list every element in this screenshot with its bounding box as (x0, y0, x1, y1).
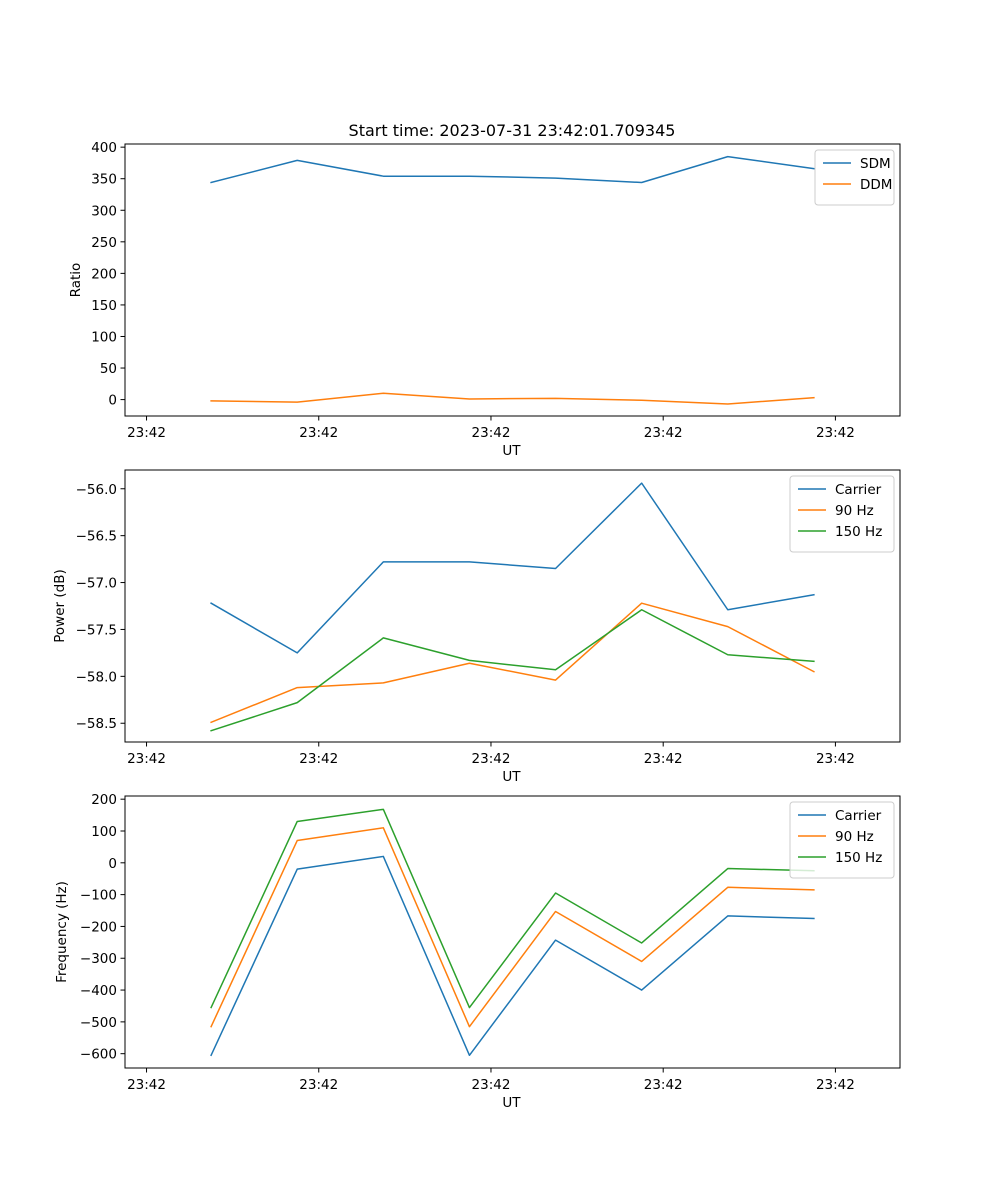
ratio-y-tick-label: 250 (91, 235, 117, 251)
frequency-y-axis-label: Frequency (Hz) (54, 881, 70, 983)
ratio-x-tick-label: 23:42 (816, 425, 855, 441)
frequency-series-150-hz-line (210, 808, 815, 1009)
power-x-axis-label: UT (502, 769, 521, 785)
power-x-tick-label: 23:42 (299, 751, 338, 767)
power-legend-150-hz-label: 150 Hz (835, 524, 882, 540)
ratio-x-tick-label: 23:42 (472, 425, 511, 441)
power-axes-frame (124, 469, 901, 743)
ratio-x-tick-label: 23:42 (127, 425, 166, 441)
power-series-group (210, 482, 815, 732)
chart-root: 23:42 23:42 23:42 23:42 23:42 0 50 100 150 200 250… (52, 140, 901, 1111)
frequency-legend: Carrier 90 Hz 150 Hz (789, 801, 895, 879)
ratio-legend-sdm-label: SDM (860, 156, 891, 172)
frequency-y-tick-label: −500 (80, 1015, 117, 1031)
power-y-axis-label: Power (dB) (52, 569, 68, 642)
frequency-x-tick-label: 23:42 (127, 1077, 166, 1093)
frequency-y-tick-label: 200 (91, 792, 117, 808)
frequency-x-tick-label: 23:42 (644, 1077, 683, 1093)
ratio-y-tick-label: 350 (91, 172, 117, 188)
ratio-x-tick-label: 23:42 (299, 425, 338, 441)
power-legend-carrier-label: Carrier (835, 482, 882, 498)
power-y-tick-label: −57.0 (76, 576, 117, 592)
frequency-x-axis-label: UT (502, 1095, 521, 1111)
ratio-series-group (210, 155, 815, 405)
power-y-tick-label: −56.0 (76, 482, 117, 498)
chart-power: 23:42 23:42 23:42 23:42 23:42 −56.0 −56.5 −57.0… (52, 469, 901, 785)
frequency-y-tick-label: 0 (108, 856, 117, 872)
power-legend-box (789, 475, 895, 553)
chart-ratio: 23:42 23:42 23:42 23:42 23:42 0 50 100 150 200 250… (68, 140, 901, 459)
ratio-y-axis-label: Ratio (68, 263, 84, 298)
power-series-90-hz-line (210, 602, 815, 724)
frequency-x-tick-label: 23:42 (472, 1077, 511, 1093)
frequency-y-tick-label: −200 (80, 919, 117, 935)
frequency-y-tick-label: −300 (80, 951, 117, 967)
ratio-y-tick-label: 400 (91, 140, 117, 156)
ratio-y-tick-label: 200 (91, 266, 117, 282)
ratio-series-ddm-line (210, 392, 815, 405)
power-x-tick-label: 23:42 (816, 751, 855, 767)
chart-frequency: 23:42 23:42 23:42 23:42 23:42 200 100 0 −100 −200… (54, 792, 901, 1111)
power-x-tick-label: 23:42 (127, 751, 166, 767)
ratio-y-tick-label: 0 (108, 393, 117, 409)
frequency-x-tick-label: 23:42 (816, 1077, 855, 1093)
frequency-series-carrier-line (210, 855, 815, 1057)
frequency-y-tick-label: −400 (80, 983, 117, 999)
ratio-y-tick-label: 300 (91, 203, 117, 219)
frequency-legend-90-hz-label: 90 Hz (835, 829, 874, 845)
power-x-tick-label: 23:42 (472, 751, 511, 767)
ratio-x-axis-label: UT (502, 443, 521, 459)
power-legend: Carrier 90 Hz 150 Hz (789, 475, 895, 553)
frequency-legend-carrier-label: Carrier (835, 808, 882, 824)
ratio-legend-ddm-label: DDM (860, 177, 892, 193)
frequency-series-90-hz-line (210, 827, 815, 1028)
ratio-y-tick-label: 100 (91, 329, 117, 345)
power-y-tick-label: −56.5 (76, 529, 117, 545)
ratio-axes-frame (124, 143, 901, 417)
ratio-legend: SDM DDM (814, 149, 895, 206)
frequency-legend-box (789, 801, 895, 879)
frequency-axes-frame (124, 795, 901, 1069)
frequency-x-tick-label: 23:42 (299, 1077, 338, 1093)
power-x-tick-label: 23:42 (644, 751, 683, 767)
power-y-tick-label: −58.0 (76, 669, 117, 685)
ratio-series-sdm-line (210, 155, 815, 184)
power-y-tick-label: −57.5 (76, 622, 117, 638)
power-legend-90-hz-label: 90 Hz (835, 503, 874, 519)
ratio-y-tick-label: 150 (91, 298, 117, 314)
ratio-x-tick-label: 23:42 (644, 425, 683, 441)
frequency-series-group (210, 808, 815, 1057)
power-series-150-hz-line (210, 609, 815, 732)
frequency-legend-150-hz-label: 150 Hz (835, 850, 882, 866)
ratio-y-tick-label: 50 (100, 361, 117, 377)
frequency-y-tick-label: 100 (91, 824, 117, 840)
figure-title: Start time: 2023-07-31 23:42:01.709345 (349, 121, 676, 140)
power-series-carrier-line (210, 482, 815, 654)
power-y-tick-label: −58.5 (76, 716, 117, 732)
frequency-y-tick-label: −100 (80, 888, 117, 904)
frequency-y-tick-label: −600 (80, 1047, 117, 1063)
